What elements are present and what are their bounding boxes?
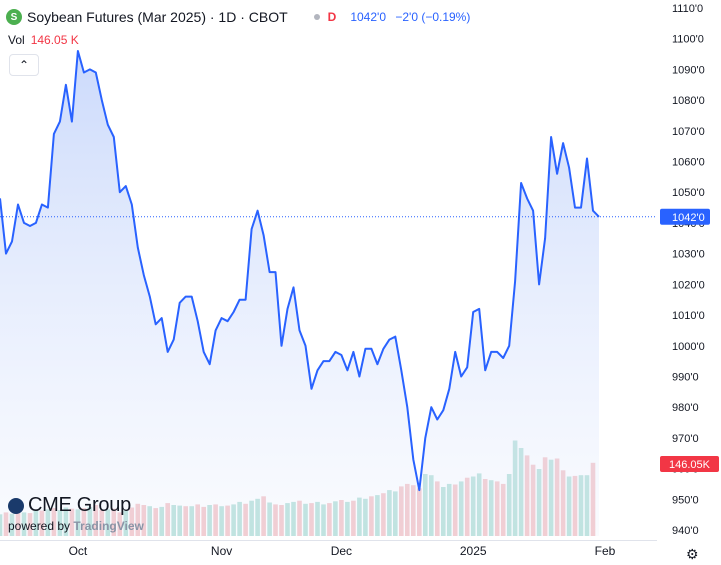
chevron-up-icon: ⌃ (18, 58, 30, 72)
last-price: 1042'0 (350, 10, 386, 24)
y-tick-label: 1090'0 (672, 64, 705, 76)
price-change: −2'0 (−0.19%) (395, 10, 471, 24)
data-flag[interactable]: D (327, 10, 337, 24)
tradingview-brand: TradingView (73, 519, 144, 533)
cme-globe-icon (8, 497, 24, 514)
volume-badge-text: 146.05K (669, 459, 711, 471)
volume-value: 146.05 K (30, 33, 79, 47)
y-tick-label: 970'0 (672, 433, 699, 445)
y-tick-label: 980'0 (672, 402, 699, 414)
x-tick-label: 2025 (460, 544, 487, 558)
chart-header: S Soybean Futures (Mar 2025) · 1D · CBOT… (6, 7, 470, 27)
powered-by[interactable]: powered by TradingView (8, 519, 144, 533)
symbol-title[interactable]: Soybean Futures (Mar 2025) · 1D · CBOT (27, 9, 288, 25)
y-tick-label: 950'0 (672, 494, 699, 506)
cme-branding: CME Group powered by TradingView (8, 494, 144, 533)
cme-logo: CME Group (8, 494, 144, 517)
y-tick-label: 1000'0 (672, 341, 705, 353)
y-tick-label: 1080'0 (672, 95, 705, 107)
x-tick-label: Oct (69, 544, 88, 558)
y-tick-label: 940'0 (672, 525, 699, 537)
cme-logo-text: CME Group (28, 494, 131, 516)
y-tick-label: 1020'0 (672, 279, 705, 291)
y-tick-label: 1100'0 (672, 34, 704, 46)
x-tick-label: Feb (595, 544, 616, 558)
y-tick-label: 1060'0 (672, 157, 705, 169)
y-tick-label: 1030'0 (672, 249, 705, 261)
collapse-legend-button[interactable]: ⌃ (9, 54, 39, 76)
y-tick-label: 1010'0 (672, 310, 705, 322)
y-tick-label: 1050'0 (672, 187, 705, 199)
volume-label: Vol (8, 33, 25, 47)
market-status-dot-icon[interactable] (313, 14, 320, 20)
volume-badge: 146.05K (660, 456, 719, 472)
y-axis[interactable]: 1110'0 1100'0 1090'0 1080'0 1070'0 1060'0 1050… (672, 3, 705, 537)
powered-by-prefix: powered by (8, 519, 71, 533)
gear-icon[interactable]: ⚙ (686, 546, 699, 562)
price-line (0, 50, 600, 492)
price-area-fill (0, 51, 599, 536)
last-price-badge-text: 1042'0 (672, 212, 705, 224)
y-tick-label: 1110'0 (672, 3, 703, 15)
last-price-badge: 1042'0 (660, 208, 710, 225)
x-tick-label: Nov (211, 544, 232, 558)
y-tick-label: 990'0 (672, 372, 699, 384)
x-tick-label: Dec (331, 544, 352, 558)
soybean-logo-icon: S (6, 9, 22, 25)
volume-legend: Vol 146.05 K (8, 33, 79, 47)
last-price-change: 1042'0 −2'0 (−0.19%) (350, 10, 470, 24)
x-axis[interactable]: Oct Nov Dec 2025 Feb (69, 544, 616, 558)
y-tick-label: 1070'0 (672, 126, 705, 138)
